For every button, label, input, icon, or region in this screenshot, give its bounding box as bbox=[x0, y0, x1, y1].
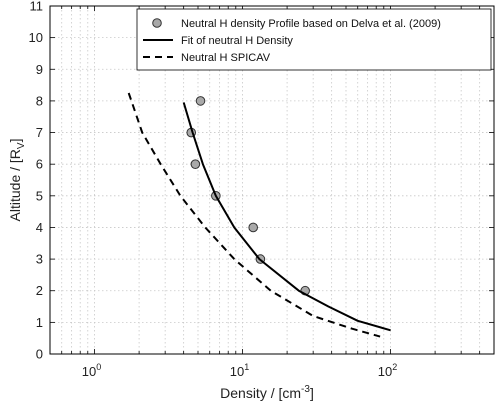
plot-frame bbox=[49, 5, 495, 355]
x-tick-label: 101 bbox=[230, 362, 249, 379]
axis-labels: Density / [cm-3]Altitude / [RV] bbox=[7, 139, 314, 401]
legend: Neutral H density Profile based on Delva… bbox=[136, 8, 492, 71]
x-tick-label-base: 10 bbox=[230, 364, 244, 379]
y-tick-label: 9 bbox=[36, 62, 43, 77]
legend-entry-label: Neutral H SPICAV bbox=[181, 52, 271, 64]
x-tick-label-base: 10 bbox=[378, 364, 392, 379]
y-tick-label: 11 bbox=[30, 0, 44, 14]
x-axis-label-sup: -3 bbox=[301, 384, 310, 395]
y-tick-label: 5 bbox=[36, 188, 43, 203]
legend-entry-label: Neutral H density Profile based on Delva… bbox=[181, 18, 441, 30]
y-tick-label: 7 bbox=[36, 125, 43, 140]
y-tick-label: 6 bbox=[36, 157, 43, 172]
series-layer bbox=[127, 92, 391, 338]
y-tick-label: 3 bbox=[36, 252, 43, 267]
x-tick-label: 100 bbox=[82, 362, 101, 379]
x-axis-label-end: ] bbox=[310, 385, 314, 401]
x-tick-label: 102 bbox=[378, 362, 397, 379]
x-tick-label-base: 10 bbox=[82, 364, 96, 379]
y-axis-label: Altitude / [RV] bbox=[7, 139, 27, 222]
legend-entry-label: Fit of neutral H Density bbox=[181, 35, 293, 47]
data-point bbox=[190, 159, 201, 169]
series-line-spicav bbox=[127, 92, 381, 338]
legend-box bbox=[136, 8, 492, 71]
legend-marker-points bbox=[152, 18, 162, 28]
y-axis-label-main: Altitude / [R bbox=[7, 149, 23, 221]
x-axis-label: Density / [cm-3] bbox=[220, 384, 314, 401]
y-tick-label: 1 bbox=[36, 315, 43, 330]
x-tick-label-exponent: 1 bbox=[244, 362, 249, 372]
y-axis-label-sub: V bbox=[16, 142, 27, 149]
y-tick-label: 4 bbox=[36, 220, 43, 235]
y-tick-label: 8 bbox=[36, 93, 43, 108]
x-tick-label-exponent: 2 bbox=[392, 362, 397, 372]
x-axis-label-main: Density / [cm bbox=[220, 385, 301, 401]
series-line-fit bbox=[182, 102, 391, 332]
y-tick-label: 2 bbox=[36, 283, 43, 298]
y-tick-label: 0 bbox=[36, 347, 43, 362]
y-axis-label-end: ] bbox=[7, 139, 23, 143]
data-point bbox=[195, 96, 206, 106]
x-tick-label-exponent: 0 bbox=[96, 362, 101, 372]
data-point bbox=[248, 222, 258, 233]
y-tick-label: 10 bbox=[29, 30, 43, 45]
